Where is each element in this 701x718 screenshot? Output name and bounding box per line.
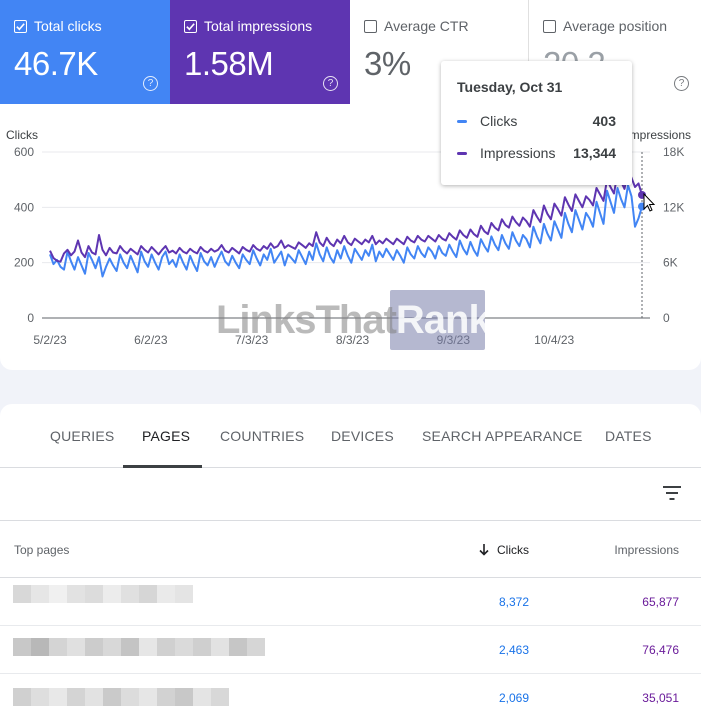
right-axis-tick-label: 0 <box>663 311 670 325</box>
redacted-page-url <box>13 638 265 656</box>
tooltip-row-clicks: Clicks 403 <box>457 113 616 129</box>
chart-tooltip: Tuesday, Oct 31 Clicks 403 Impressions 1… <box>441 61 632 185</box>
metric-value: 46.7K <box>14 45 98 82</box>
sort-down-arrow-icon <box>479 544 489 556</box>
tooltip-value: 13,344 <box>573 145 616 161</box>
clicks-cell: 2,069 <box>498 691 529 705</box>
help-icon[interactable]: ? <box>323 76 338 91</box>
x-axis-tick-label: 8/3/23 <box>336 333 370 347</box>
metric-label: Total impressions <box>204 18 313 34</box>
metric-card-total-impressions[interactable]: Total impressions 1.58M ? <box>170 0 350 104</box>
help-icon[interactable]: ? <box>143 76 158 91</box>
column-header-impressions[interactable]: Impressions <box>614 543 679 557</box>
tooltip-label: Impressions <box>480 145 556 161</box>
left-axis-tick-label: 400 <box>14 200 34 214</box>
tab-countries[interactable]: COUNTRIES <box>220 428 305 444</box>
left-axis-tick-label: 200 <box>14 256 34 270</box>
tab-dates[interactable]: DATES <box>605 428 652 444</box>
metric-value: 3% <box>364 45 411 82</box>
dimension-tabs: QUERIES PAGES COUNTRIES DEVICES SEARCH A… <box>0 404 701 468</box>
report-table-card: QUERIES PAGES COUNTRIES DEVICES SEARCH A… <box>0 404 701 718</box>
x-axis-tick-label: 10/4/23 <box>534 333 574 347</box>
watermark-text-1: LinksThat <box>216 297 397 342</box>
tab-devices[interactable]: DEVICES <box>331 428 394 444</box>
impressions-cell: 65,877 <box>642 595 679 609</box>
clicks-line <box>49 184 643 278</box>
metric-cards: Total clicks 46.7K ? Total impressions 1… <box>0 0 701 104</box>
right-axis-title: Impressions <box>626 128 691 142</box>
clicks-cell: 2,463 <box>498 643 529 657</box>
metric-label: Total clicks <box>34 18 102 34</box>
column-header-top-pages[interactable]: Top pages <box>14 543 70 557</box>
metric-value: 1.58M <box>184 45 274 82</box>
right-axis-tick-label: 6K <box>663 256 678 270</box>
impressions-legend-icon <box>457 151 467 155</box>
left-axis-title: Clicks <box>6 128 38 142</box>
redacted-page-url <box>13 585 193 603</box>
active-tab-indicator <box>123 465 202 468</box>
table-row[interactable]: 2,463 76,476 <box>0 626 701 674</box>
left-axis-tick-label: 0 <box>27 311 34 325</box>
redacted-page-url <box>13 688 229 706</box>
x-axis-tick-label: 5/2/23 <box>33 333 67 347</box>
tooltip-date: Tuesday, Oct 31 <box>457 79 563 95</box>
x-axis-tick-label: 6/2/23 <box>134 333 168 347</box>
clicks-cell: 8,372 <box>498 595 529 609</box>
checkbox-checked-icon[interactable] <box>14 19 27 33</box>
table-header: Top pages Clicks Impressions <box>0 521 701 578</box>
column-header-label: Clicks <box>497 543 529 557</box>
tab-search-appearance[interactable]: SEARCH APPEARANCE <box>422 428 583 444</box>
metric-label: Average position <box>563 18 668 34</box>
watermark-logo: LinksThat Rank <box>216 290 491 350</box>
table-row[interactable]: 8,372 65,877 <box>0 578 701 626</box>
column-header-clicks[interactable]: Clicks <box>479 543 529 557</box>
tab-pages[interactable]: PAGES <box>142 428 191 444</box>
table-toolbar <box>0 468 701 521</box>
right-axis-tick-label: 18K <box>663 145 684 159</box>
tooltip-row-impressions: Impressions 13,344 <box>457 145 616 161</box>
impressions-cell: 35,051 <box>642 691 679 705</box>
table-row[interactable]: 2,069 35,051 <box>0 674 701 718</box>
impressions-line <box>49 169 643 263</box>
mouse-cursor-icon <box>643 192 656 212</box>
clicks-legend-icon <box>457 119 467 123</box>
tooltip-label: Clicks <box>480 113 518 129</box>
watermark-text-2: Rank <box>395 297 491 342</box>
x-axis-tick-label: 7/3/23 <box>235 333 269 347</box>
watermark-box <box>390 290 485 350</box>
filter-icon[interactable] <box>663 486 681 500</box>
left-axis-tick-label: 600 <box>14 145 34 159</box>
right-axis-tick-label: 12K <box>663 200 684 214</box>
tab-queries[interactable]: QUERIES <box>50 428 115 444</box>
metric-card-total-clicks[interactable]: Total clicks 46.7K ? <box>0 0 170 104</box>
checkbox-unchecked-icon[interactable] <box>543 19 556 33</box>
help-icon[interactable]: ? <box>674 76 689 91</box>
impressions-cell: 76,476 <box>642 643 679 657</box>
checkbox-unchecked-icon[interactable] <box>364 19 377 33</box>
checkbox-checked-icon[interactable] <box>184 19 197 33</box>
tooltip-value: 403 <box>592 113 616 129</box>
metric-label: Average CTR <box>384 18 469 34</box>
